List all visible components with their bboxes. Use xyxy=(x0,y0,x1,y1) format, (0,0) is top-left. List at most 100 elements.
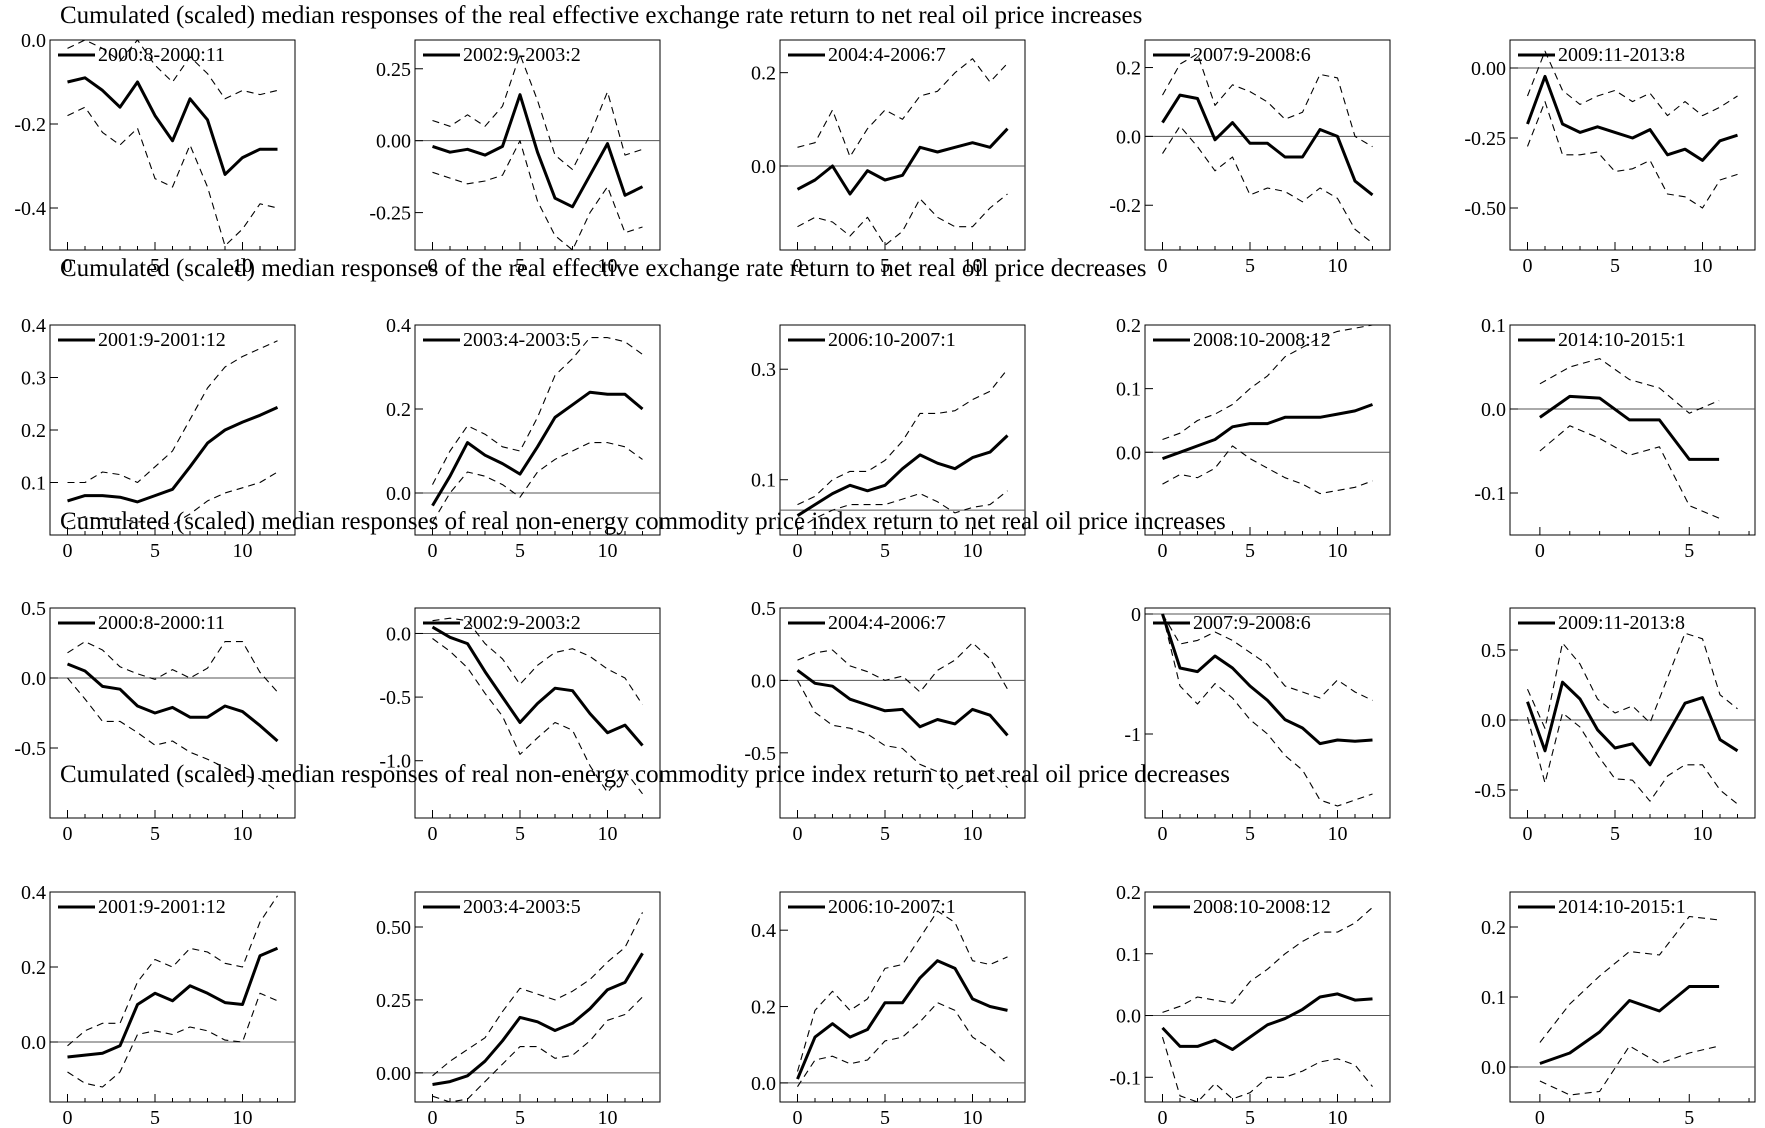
y-tick-label: 0.0 xyxy=(21,1032,46,1054)
x-tick-label: 0 xyxy=(793,540,803,562)
y-tick-label: -0.5 xyxy=(1474,780,1506,802)
x-tick-label: 10 xyxy=(1328,540,1348,562)
x-tick-label: 10 xyxy=(963,255,983,277)
x-tick-label: 10 xyxy=(1328,255,1348,277)
y-tick-label: 0.2 xyxy=(386,399,411,421)
x-tick-label: 10 xyxy=(963,540,983,562)
plot-frame xyxy=(779,891,1026,1103)
row-title-3: Cumulated (scaled) median responses of r… xyxy=(60,508,1226,535)
upper-band-line xyxy=(432,617,643,706)
y-tick-label: 0.25 xyxy=(376,990,411,1012)
upper-band-line xyxy=(432,337,643,485)
lower-band-line xyxy=(1539,1045,1720,1096)
legend-label: 2006:10-2007:1 xyxy=(828,896,956,918)
chart-panel-4: 0 5 10 -0.2 0.0 0.2 2007:9-2008:6 xyxy=(1109,39,1391,277)
y-tick-label: 0.2 xyxy=(751,63,776,85)
x-tick-label: 5 xyxy=(1610,823,1620,845)
median-line xyxy=(432,93,644,209)
x-tick-label: 0 xyxy=(1523,255,1533,277)
y-tick-label: 0.0 xyxy=(751,670,776,692)
chart-panel-8: 0 5 10 0.1 0.3 2006:10-2007:1 xyxy=(751,324,1026,562)
legend-label: 2000:8-2000:11 xyxy=(98,44,225,66)
legend-label: 2014:10-2015:1 xyxy=(1558,896,1686,918)
median-line xyxy=(1161,403,1374,461)
plot-frame xyxy=(1509,324,1756,536)
y-tick-label: -0.25 xyxy=(369,203,411,225)
chart-panel-9: 0 5 10 0.0 0.1 0.2 2008:10-2008:12 xyxy=(1116,315,1391,562)
y-tick-label: 0.0 xyxy=(1481,399,1506,421)
y-tick-label: 0.4 xyxy=(751,920,776,942)
x-tick-label: 0 xyxy=(428,540,438,562)
median-line xyxy=(796,959,1008,1080)
median-line xyxy=(1161,613,1373,746)
upper-band-line xyxy=(1526,632,1738,729)
y-tick-label: -1.0 xyxy=(379,751,411,773)
x-tick-label: 5 xyxy=(515,540,525,562)
x-tick-label: 0 xyxy=(1158,823,1168,845)
x-tick-label: 5 xyxy=(1245,255,1255,277)
legend-label: 2008:10-2008:12 xyxy=(1193,329,1331,351)
plot-frame xyxy=(414,39,661,251)
plot-frame xyxy=(1144,324,1391,536)
y-tick-label: 0.2 xyxy=(1116,58,1141,80)
lower-band-line xyxy=(67,471,278,526)
y-tick-label: -0.5 xyxy=(14,738,46,760)
y-tick-label: 0.25 xyxy=(376,59,411,81)
median-line xyxy=(796,434,1009,517)
median-line xyxy=(1539,394,1720,461)
plot-frame xyxy=(49,324,296,536)
y-tick-label: -0.2 xyxy=(1109,195,1141,217)
upper-band-line xyxy=(1526,50,1738,117)
x-tick-label: 5 xyxy=(1245,823,1255,845)
y-tick-label: -0.5 xyxy=(379,687,411,709)
x-tick-label: 10 xyxy=(1328,823,1348,845)
upper-band-line xyxy=(67,340,278,484)
y-tick-label: 0.1 xyxy=(751,470,776,492)
lower-band-line xyxy=(1162,125,1373,244)
chart-panel-13: 0 5 10 -0.5 0.0 0.5 2004:4-2006:7 xyxy=(744,598,1026,845)
x-tick-label: 10 xyxy=(1693,823,1713,845)
legend-label: 2001:9-2001:12 xyxy=(98,329,226,351)
upper-band-line xyxy=(797,58,1008,158)
x-tick-label: 0 xyxy=(1535,540,1545,562)
legend-label: 2009:11-2013:8 xyxy=(1558,612,1685,634)
y-tick-label: -0.2 xyxy=(14,114,46,136)
median-line xyxy=(431,390,644,507)
y-tick-label: 0.5 xyxy=(751,598,776,620)
legend-label: 2003:4-2003:5 xyxy=(463,896,581,918)
y-tick-label: 0.0 xyxy=(1481,710,1506,732)
upper-band-line xyxy=(67,895,278,1047)
median-line xyxy=(67,76,278,176)
y-tick-label: 0.5 xyxy=(21,598,46,620)
row-title-4: Cumulated (scaled) median responses of r… xyxy=(60,761,1230,788)
lower-band-line xyxy=(1161,613,1373,807)
chart-panel-12: 0 5 10 -1.0 -0.5 0.0 2002:9-2003:2 xyxy=(379,607,661,845)
legend-label: 2002:9-2003:2 xyxy=(463,612,581,634)
y-tick-label: -0.1 xyxy=(1474,483,1506,505)
x-tick-label: 10 xyxy=(1693,255,1713,277)
x-tick-label: 10 xyxy=(233,540,253,562)
x-tick-label: 5 xyxy=(1610,255,1620,277)
plot-frame xyxy=(1509,607,1756,819)
x-tick-label: 10 xyxy=(963,823,983,845)
y-tick-label: 0.0 xyxy=(1116,442,1141,464)
lower-band-line xyxy=(1539,425,1720,519)
chart-panel-7: 0 5 10 0.0 0.2 0.4 2003:4-2003:5 xyxy=(386,315,661,562)
x-tick-label: 10 xyxy=(963,1107,983,1128)
y-tick-label: 0.1 xyxy=(1481,315,1506,337)
row-title-2: Cumulated (scaled) median responses of t… xyxy=(60,255,1147,282)
x-tick-label: 0 xyxy=(793,1107,803,1128)
legend-label: 2009:11-2013:8 xyxy=(1558,44,1685,66)
plot-frame xyxy=(414,324,661,536)
legend-label: 2004:4-2006:7 xyxy=(828,44,946,66)
y-tick-label: -0.5 xyxy=(744,743,776,765)
chart-panel-17: 0 5 10 0.00 0.25 0.50 2003:4-2003:5 xyxy=(376,891,661,1128)
x-tick-label: 0 xyxy=(793,255,803,277)
upper-band-line xyxy=(67,641,278,693)
upper-band-line xyxy=(1162,324,1373,441)
lower-band-line xyxy=(432,638,643,795)
y-tick-label: 0.0 xyxy=(386,483,411,505)
x-tick-label: 5 xyxy=(150,823,160,845)
y-tick-label: 0.2 xyxy=(1116,315,1141,337)
